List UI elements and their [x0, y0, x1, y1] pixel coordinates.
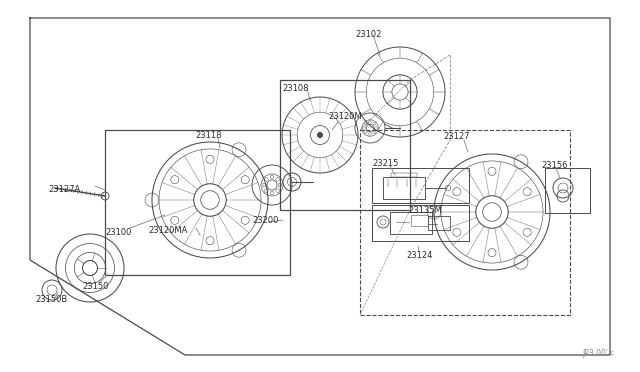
Bar	[392, 173, 417, 177]
Bar	[390, 212, 432, 234]
Text: 23127: 23127	[443, 132, 470, 141]
Bar	[360, 130, 570, 315]
Bar	[280, 80, 410, 210]
Text: 23124: 23124	[406, 251, 433, 260]
Circle shape	[317, 132, 323, 138]
Text: 23156: 23156	[541, 161, 568, 170]
Text: 23200: 23200	[252, 216, 278, 225]
Bar	[372, 168, 469, 203]
Text: 23118: 23118	[195, 131, 221, 140]
Bar	[428, 216, 450, 230]
Text: 23102: 23102	[355, 30, 381, 39]
Bar	[105, 130, 290, 275]
Text: 23135M: 23135M	[408, 206, 442, 215]
Text: 23127A: 23127A	[48, 185, 80, 194]
Bar	[372, 205, 469, 241]
Bar	[411, 215, 428, 226]
Text: 23150: 23150	[82, 282, 108, 291]
Text: 23120MA: 23120MA	[148, 226, 188, 235]
Bar	[383, 177, 425, 199]
Text: 23100: 23100	[105, 228, 131, 237]
Text: 23150B: 23150B	[35, 295, 67, 304]
Text: 23108: 23108	[282, 84, 308, 93]
Bar	[545, 168, 590, 213]
Text: 23215: 23215	[372, 159, 398, 168]
Text: 23120M: 23120M	[328, 112, 362, 121]
Text: JP3 00'<: JP3 00'<	[583, 349, 615, 358]
